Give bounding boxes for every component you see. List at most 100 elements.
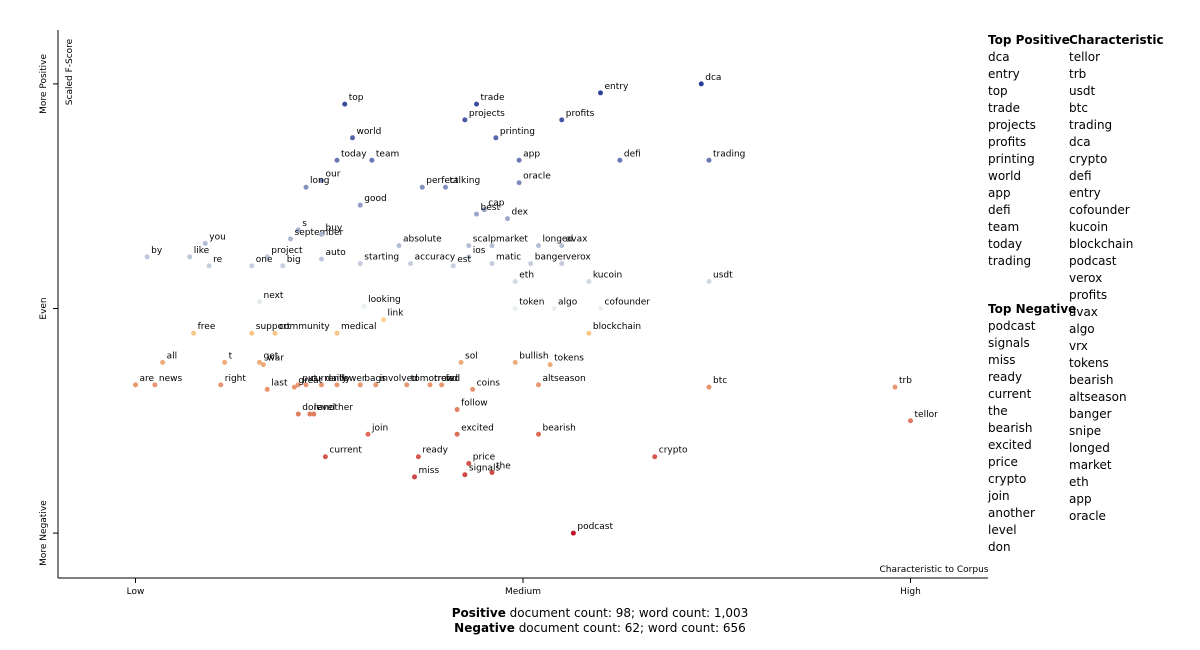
list-item[interactable]: another	[988, 506, 1035, 520]
list-item[interactable]: level	[988, 523, 1017, 537]
point-label: another	[318, 403, 353, 413]
list-item[interactable]: eth	[1069, 475, 1089, 489]
list-item[interactable]: current	[988, 387, 1032, 401]
point-label: join	[371, 423, 388, 433]
list-item[interactable]: excited	[988, 438, 1032, 452]
point	[342, 101, 348, 107]
point-label: today	[341, 149, 367, 159]
point-label: get	[264, 351, 279, 361]
list-item[interactable]: crypto	[988, 472, 1027, 486]
point	[415, 454, 421, 460]
list-item[interactable]: price	[988, 455, 1018, 469]
list-item[interactable]: blockchain	[1069, 237, 1134, 251]
point	[404, 382, 410, 388]
point-label: matic	[496, 253, 521, 263]
point-label: banger	[535, 253, 567, 263]
point	[303, 382, 309, 388]
list-item[interactable]: trading	[1069, 118, 1113, 132]
point-label: blockchain	[593, 322, 641, 332]
point	[598, 305, 603, 311]
list-item[interactable]: tokens	[1069, 356, 1109, 370]
point-label: our	[326, 169, 341, 179]
point-label: don	[302, 403, 319, 413]
list-item[interactable]: oracle	[1069, 509, 1106, 523]
list-item[interactable]: banger	[1069, 407, 1112, 421]
point	[706, 279, 712, 285]
list-item[interactable]: tellor	[1069, 50, 1101, 64]
list-item[interactable]: the	[988, 404, 1008, 418]
list-item[interactable]: defi	[1069, 169, 1092, 183]
list-item[interactable]: bearish	[1069, 373, 1114, 387]
point-label: entry	[605, 82, 629, 92]
point-label: you	[209, 232, 226, 242]
list-item[interactable]: app	[1069, 492, 1092, 506]
point	[160, 359, 166, 365]
list-item[interactable]: avax	[1069, 305, 1098, 319]
point-label: absolute	[403, 235, 442, 245]
point-label: oracle	[523, 172, 551, 182]
list-item[interactable]: world	[988, 169, 1022, 183]
point	[528, 261, 534, 267]
list-item[interactable]: don	[988, 540, 1011, 554]
list-item[interactable]: entry	[988, 67, 1020, 81]
list-item[interactable]: trade	[988, 101, 1020, 115]
point	[152, 382, 158, 388]
point	[280, 263, 286, 269]
list-item[interactable]: ready	[988, 370, 1023, 384]
list-item[interactable]: usdt	[1069, 84, 1096, 98]
point-label: crypto	[659, 446, 688, 456]
list-item[interactable]: team	[988, 220, 1020, 234]
point-label: usdt	[713, 271, 733, 281]
list-item[interactable]: projects	[988, 118, 1036, 132]
footer-label: Positive	[451, 606, 506, 620]
list-item[interactable]: dca	[1069, 135, 1091, 149]
list-item[interactable]: longed	[1069, 441, 1110, 455]
list-item[interactable]: kucoin	[1069, 220, 1109, 234]
point-label: trading	[713, 149, 745, 159]
list-item[interactable]: miss	[988, 353, 1016, 367]
point-label: cap	[488, 199, 504, 209]
y-tick-label: More Negative	[39, 500, 49, 566]
list-item[interactable]: altseason	[1069, 390, 1127, 404]
point	[222, 359, 228, 365]
list-item[interactable]: snipe	[1069, 424, 1102, 438]
point	[547, 362, 553, 368]
point-label: one	[256, 255, 273, 265]
list-item[interactable]: dca	[988, 50, 1010, 64]
list-item[interactable]: podcast	[1069, 254, 1117, 268]
list-item[interactable]: market	[1069, 458, 1112, 472]
list-item[interactable]: cofounder	[1069, 203, 1130, 217]
point	[334, 382, 340, 388]
list-item[interactable]: profits	[988, 135, 1027, 149]
point-label: algo	[558, 297, 578, 307]
list-item[interactable]: printing	[988, 152, 1035, 166]
list-item[interactable]: app	[988, 186, 1011, 200]
point-label: starting	[364, 253, 399, 263]
list-item[interactable]: trb	[1069, 67, 1087, 81]
point	[586, 330, 592, 336]
list-item[interactable]: signals	[988, 336, 1030, 350]
list-item[interactable]: crypto	[1069, 152, 1108, 166]
point-label: project	[271, 246, 303, 256]
point-label: est	[457, 255, 471, 265]
list-item[interactable]: podcast	[988, 319, 1036, 333]
list-item[interactable]: defi	[988, 203, 1011, 217]
list-item[interactable]: today	[988, 237, 1023, 251]
list-item[interactable]: algo	[1069, 322, 1095, 336]
list-item[interactable]: verox	[1069, 271, 1103, 285]
list-item[interactable]: btc	[1069, 101, 1088, 115]
point	[187, 254, 193, 260]
list-item[interactable]: trading	[988, 254, 1032, 268]
list-item[interactable]: top	[988, 84, 1008, 98]
list-item[interactable]: profits	[1069, 288, 1108, 302]
point-label: eth	[519, 271, 534, 281]
list-item[interactable]: vrx	[1069, 339, 1088, 353]
point	[489, 261, 495, 267]
point-label: bags	[364, 374, 386, 384]
point-label: app	[523, 149, 540, 159]
point	[264, 254, 270, 260]
point	[516, 157, 522, 163]
list-item[interactable]: entry	[1069, 186, 1101, 200]
list-item[interactable]: join	[988, 489, 1010, 503]
list-item[interactable]: bearish	[988, 421, 1033, 435]
